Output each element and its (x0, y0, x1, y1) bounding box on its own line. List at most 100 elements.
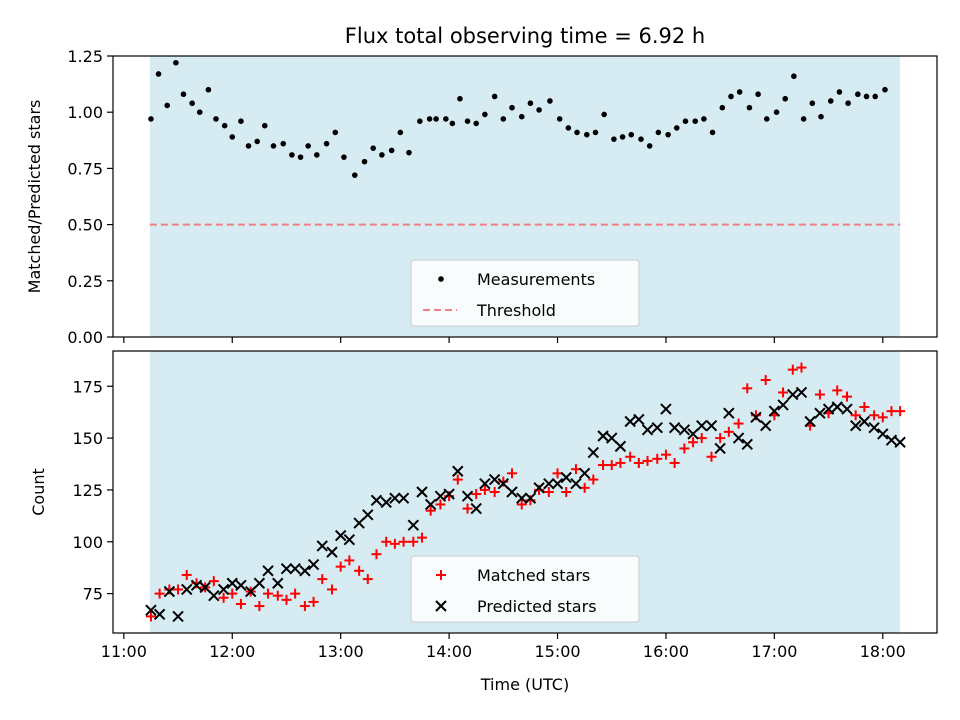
measurement-point (473, 120, 480, 127)
matched-star-point (814, 389, 825, 400)
predicted-star-point (651, 422, 663, 434)
matched-star-point (208, 576, 219, 587)
predicted-star-point (894, 436, 906, 448)
measurement-point (755, 91, 761, 98)
matched-star-point (389, 538, 400, 549)
predicted-star-point (831, 401, 843, 413)
predicted-star-point (299, 565, 311, 577)
legend-measurement-marker (438, 276, 444, 282)
matched-star-point (317, 574, 328, 585)
matched-star-point (290, 588, 301, 599)
x-tick-label: 11:00 (101, 642, 147, 661)
predicted-star-point (488, 473, 501, 486)
matched-star-point (362, 574, 373, 585)
y-axis-label: Count (29, 468, 48, 516)
measurement-point (351, 172, 358, 178)
predicted-star-point (750, 411, 762, 424)
matched-star-point (832, 385, 843, 396)
measurement-point (482, 111, 488, 118)
measurement-point (305, 143, 311, 149)
measurement-point (646, 143, 653, 149)
y-tick-label: 75 (83, 585, 103, 604)
predicted-star-point (543, 477, 555, 490)
predicted-star-point (732, 432, 745, 444)
predicted-star-point (804, 415, 816, 428)
measurement-point (845, 100, 851, 107)
predicted-star-point (578, 467, 591, 480)
y-tick-label: 0.50 (67, 216, 103, 235)
y-tick-label: 0.75 (67, 159, 103, 178)
matched-star-point (787, 364, 798, 375)
measurement-point (254, 138, 260, 145)
matched-star-point (471, 489, 482, 500)
matched-star-point (479, 484, 490, 495)
matched-star-point (760, 375, 771, 386)
measurement-point (736, 89, 743, 95)
legend-box (410, 555, 640, 623)
matched-star-point (625, 451, 636, 462)
measurement-point (221, 122, 228, 129)
predicted-star-point (678, 424, 691, 436)
measurement-point (809, 100, 816, 107)
measurement-point (213, 116, 219, 122)
matched-star-point (633, 457, 644, 468)
matched-star-point (408, 536, 419, 547)
matched-star-point (742, 383, 753, 394)
matched-star-point (435, 499, 446, 510)
matched-star-point (354, 565, 365, 576)
measurement-point (433, 116, 439, 122)
measurement-point (682, 118, 689, 124)
measurement-point (527, 100, 534, 107)
y-tick-label: 0.00 (67, 328, 103, 347)
measurement-point (746, 104, 753, 111)
predicted-star-point (452, 465, 464, 477)
predicted-star-point (777, 399, 789, 411)
matched-star-point (335, 561, 346, 572)
predicted-star-point (163, 585, 176, 598)
matched-star-point (173, 584, 184, 595)
matched-star-point (263, 588, 274, 599)
predicted-star-point (705, 419, 718, 432)
measurement-point (601, 111, 607, 118)
predicted-star-point (208, 589, 220, 602)
predicted-star-point (660, 403, 672, 415)
matched-star-point (869, 410, 880, 421)
predicted-star-point (217, 583, 230, 596)
matched-star-point (272, 590, 283, 601)
predicted-star-point (849, 419, 862, 432)
measurement-point (457, 95, 463, 102)
predicted-star-point (145, 604, 157, 616)
predicted-star-point (868, 422, 880, 434)
matched-star-point (842, 391, 853, 402)
measurement-point (611, 136, 617, 142)
measurement-point (323, 140, 330, 147)
predicted-star-point (714, 442, 726, 455)
matched-star-point (669, 457, 680, 468)
predicted-star-point (172, 610, 184, 623)
predicted-star-point (524, 492, 537, 504)
x-tick-label: 12:00 (209, 642, 255, 661)
predicted-star-point (461, 490, 474, 502)
predicted-star-point (289, 563, 301, 575)
predicted-star-point (380, 496, 392, 509)
legend-label: Predicted stars (477, 597, 597, 616)
matched-star-point (381, 536, 392, 547)
measurement-point (406, 149, 412, 156)
measurement-point (370, 145, 377, 151)
predicted-star-point (814, 407, 826, 419)
matched-star-point (299, 601, 310, 612)
matched-star-point (615, 457, 626, 468)
measurement-point (518, 113, 525, 120)
measurement-point (397, 129, 404, 136)
matched-star-point (598, 460, 609, 471)
matched-star-point (218, 592, 229, 603)
chart-title: Flux total observing time = 6.92 h (345, 24, 705, 48)
predicted-star-point (307, 558, 320, 571)
predicted-star-point (641, 424, 654, 436)
predicted-star-point (235, 579, 247, 592)
measurement-point (180, 91, 187, 98)
predicted-star-point (858, 415, 871, 428)
measurement-point (773, 109, 780, 115)
measurement-point (692, 118, 699, 124)
matched-star-point (489, 487, 500, 497)
